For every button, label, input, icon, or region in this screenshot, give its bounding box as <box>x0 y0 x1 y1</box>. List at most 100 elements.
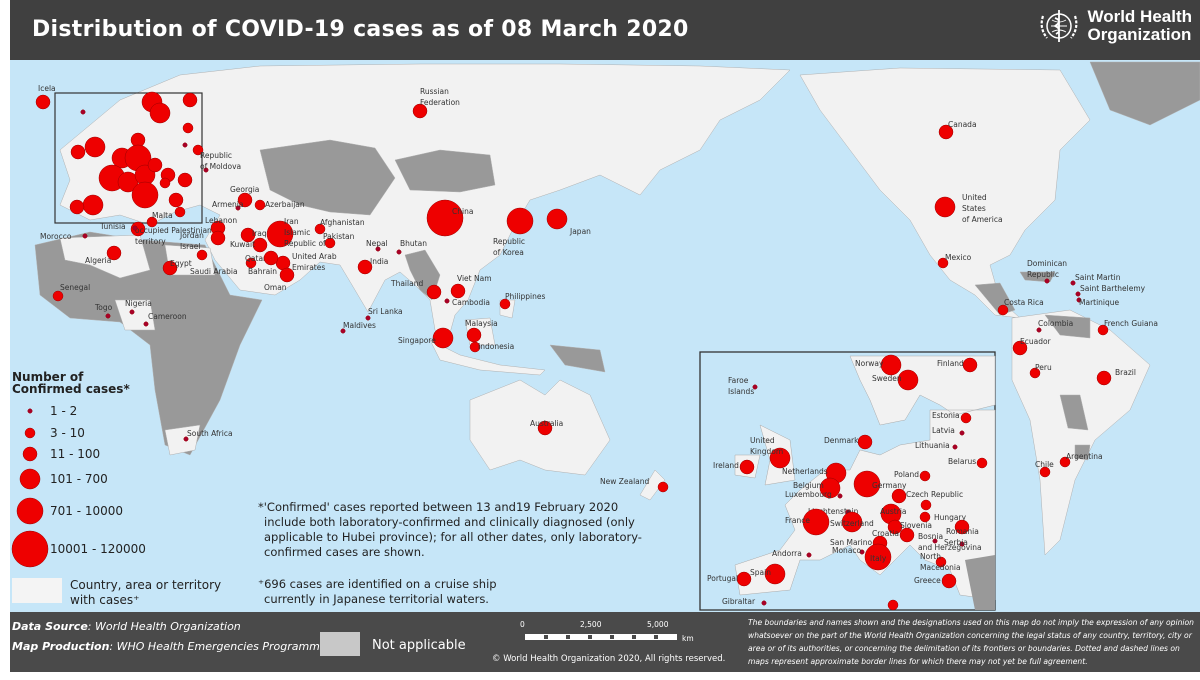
country-label: Oman <box>264 283 287 292</box>
country-label: Israel <box>180 242 201 251</box>
country-label: territory <box>135 237 166 246</box>
country-label: Mexico <box>945 253 972 262</box>
case-marker <box>426 199 464 237</box>
land-mongolia-na <box>394 149 496 193</box>
country-label: Togo <box>94 303 113 312</box>
case-marker <box>105 313 111 319</box>
case-marker <box>314 223 326 235</box>
case-marker <box>426 284 442 300</box>
inset-case-marker <box>959 541 965 547</box>
inset-case-marker <box>899 527 915 543</box>
case-marker <box>35 94 51 110</box>
case-marker <box>82 194 104 216</box>
country-label: Viet Nam <box>457 274 492 283</box>
case-marker <box>168 192 184 208</box>
footnotes: *'Confirmed' cases reported between 13 a… <box>258 500 642 606</box>
case-marker <box>82 233 88 239</box>
inset-country-label: Romania <box>946 527 979 536</box>
case-marker <box>182 122 194 134</box>
inset-country-label: North <box>920 552 941 561</box>
land-indonesia <box>429 299 546 376</box>
inset-country-label: Andorra <box>772 549 802 558</box>
legend-with-cases-line2: with cases⁺ <box>70 593 139 607</box>
inset-country-label: Netherlands <box>782 467 828 476</box>
inset-country-label: Macedonia <box>920 563 961 572</box>
case-marker <box>1070 280 1076 286</box>
case-marker <box>1039 466 1051 478</box>
case-marker <box>469 341 481 353</box>
case-marker <box>131 181 159 209</box>
country-label: Armenia <box>212 200 243 209</box>
country-label: Kuwait <box>230 240 255 249</box>
europe-cluster-markers <box>69 91 204 218</box>
inset-case-marker <box>864 543 892 571</box>
inset-country-label: Belarus <box>948 457 976 466</box>
case-marker <box>266 220 294 248</box>
inset-country-label: Islands <box>728 387 754 396</box>
case-marker <box>245 257 257 269</box>
country-label: China <box>452 207 473 216</box>
case-marker <box>1076 297 1082 303</box>
case-marker <box>1029 367 1041 379</box>
inset-case-marker <box>859 549 865 555</box>
inset-case-marker <box>932 538 938 544</box>
country-label: Iran <box>284 217 299 226</box>
country-label: Nigeria <box>125 299 152 308</box>
inset-case-marker <box>841 511 863 533</box>
map-production-label: Map Production <box>12 640 110 653</box>
case-marker <box>159 177 171 189</box>
case-marker <box>149 102 171 124</box>
inset-country-label: Slovenia <box>900 521 932 530</box>
land-sa-na <box>1044 314 1091 461</box>
inset-case-marker <box>739 459 755 475</box>
country-label: Ecuador <box>1020 337 1052 346</box>
country-label: Afghanistan <box>320 218 365 227</box>
country-label: Japan <box>569 227 591 236</box>
country-label: Australia <box>530 419 563 428</box>
case-marker <box>254 199 266 211</box>
data-source: World Health Organization <box>94 620 241 633</box>
legend-range-label: 10001 - 120000 <box>50 542 146 556</box>
inset-country-label: Liechtenstein <box>808 507 859 516</box>
logo-text-line2: Organization <box>1087 25 1192 44</box>
inset-country-label: Czech Republic <box>906 490 963 499</box>
country-label: Malaysia <box>465 319 498 328</box>
inset-case-marker <box>941 573 957 589</box>
case-marker <box>182 142 188 148</box>
case-marker <box>444 298 450 304</box>
inset-country-label: Austria <box>880 507 907 516</box>
legend-range-label: 3 - 10 <box>50 426 85 440</box>
country-label: Maldives <box>343 321 376 330</box>
inset-case-marker <box>952 444 958 450</box>
case-marker <box>938 124 954 140</box>
country-label: Philippines <box>505 292 546 301</box>
inset-country-label: Sweden <box>872 374 902 383</box>
case-marker <box>235 205 241 211</box>
inset-country-label: Monaco <box>832 546 862 555</box>
country-label: New Zealand <box>600 477 650 486</box>
country-markers: Icela China Republic of Korea Japan Russian Fe… <box>35 84 1158 493</box>
scale-label-0: 0 <box>520 620 525 629</box>
legend-range-label: 1 - 2 <box>50 404 77 418</box>
legend-marker-4 <box>16 497 44 525</box>
scale-label-5000: 5,000 <box>647 620 669 629</box>
case-marker <box>237 192 253 208</box>
disclaimer: The boundaries and names shown and the d… <box>748 618 1194 666</box>
case-marker <box>1059 456 1071 468</box>
landmasses <box>34 61 1200 556</box>
inset-country-label: Hungary <box>934 513 967 522</box>
country-label: Bahrain <box>248 267 277 276</box>
world-map: Icela China Republic of Korea Japan Russian Fe… <box>10 60 1200 612</box>
inset-country-label: Gibraltar <box>722 597 756 606</box>
scale-label-2500: 2,500 <box>580 620 602 629</box>
country-label: Indonesia <box>478 342 514 351</box>
country-label: Peru <box>1035 363 1052 372</box>
case-marker <box>192 144 204 156</box>
country-label: India <box>370 257 388 266</box>
country-label: French Guiana <box>1104 319 1158 328</box>
land-central-america-na <box>974 271 1056 316</box>
country-label: Iraq <box>252 229 267 238</box>
inset-country-label: France <box>785 516 810 525</box>
inset-case-marker <box>960 412 972 424</box>
inset-case-marker <box>919 470 931 482</box>
